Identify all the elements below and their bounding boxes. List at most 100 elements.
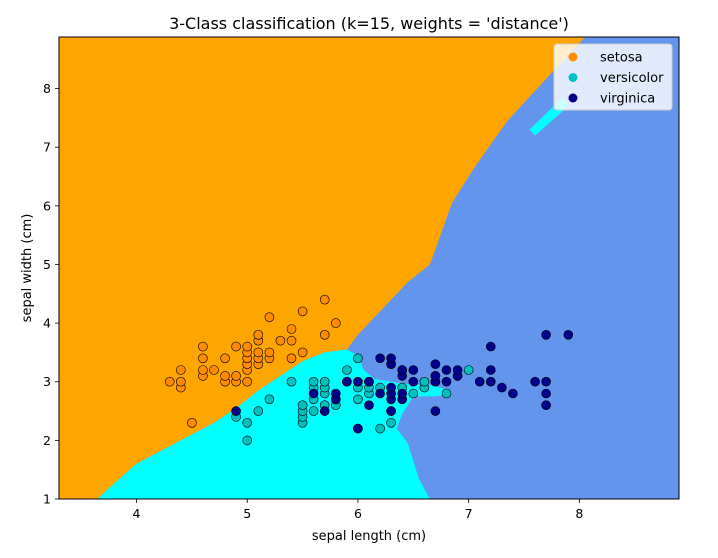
legend-marker-virginica xyxy=(568,93,578,103)
point-versicolor xyxy=(253,406,264,416)
point-versicolor xyxy=(441,388,452,399)
x-tick-label: 8 xyxy=(575,506,583,521)
point-virginica xyxy=(308,388,319,399)
point-virginica xyxy=(508,388,518,399)
decision-regions xyxy=(59,37,679,499)
point-virginica xyxy=(408,365,419,375)
point-setosa xyxy=(220,353,230,364)
point-setosa xyxy=(286,353,297,364)
point-virginica xyxy=(353,376,363,387)
point-versicolor xyxy=(264,394,275,405)
legend-label-versicolor: versicolor xyxy=(600,71,664,86)
y-axis: 1 2 3 4 5 6 7 8 xyxy=(43,81,59,507)
point-virginica xyxy=(441,376,452,387)
point-versicolor xyxy=(319,376,330,387)
y-tick-label: 1 xyxy=(43,492,51,507)
plot-frame xyxy=(58,36,680,500)
point-virginica xyxy=(386,353,396,364)
y-tick-label: 3 xyxy=(43,374,51,389)
y-tick-label: 7 xyxy=(43,140,51,155)
point-virginica xyxy=(353,423,363,434)
y-tick-label: 2 xyxy=(43,433,51,448)
point-virginica xyxy=(541,329,551,340)
point-virginica xyxy=(474,376,485,387)
point-virginica xyxy=(375,353,385,364)
legend-marker-setosa xyxy=(568,52,578,62)
point-setosa xyxy=(253,347,264,358)
point-virginica xyxy=(452,365,463,375)
point-versicolor xyxy=(375,423,385,434)
point-virginica xyxy=(541,388,551,399)
point-versicolor xyxy=(342,365,352,375)
y-tick-label: 6 xyxy=(43,198,51,213)
point-virginica xyxy=(397,388,408,399)
point-virginica xyxy=(397,365,408,375)
point-setosa xyxy=(297,347,308,358)
point-versicolor xyxy=(297,400,308,411)
point-virginica xyxy=(441,365,452,375)
point-setosa xyxy=(319,294,330,305)
point-virginica xyxy=(430,406,441,416)
legend-label-virginica: virginica xyxy=(600,92,655,107)
y-tick-label: 8 xyxy=(43,81,51,96)
point-versicolor xyxy=(386,417,396,428)
point-virginica xyxy=(485,376,496,387)
legend-label-setosa: setosa xyxy=(600,51,643,66)
y-tick-label: 5 xyxy=(43,257,51,272)
point-virginica xyxy=(375,388,385,399)
legend: setosa versicolor virginica xyxy=(553,43,673,111)
point-versicolor xyxy=(242,435,252,446)
point-versicolor xyxy=(286,376,297,387)
legend-marker-versicolor xyxy=(568,73,578,82)
point-versicolor xyxy=(308,406,319,416)
point-versicolor xyxy=(242,417,252,428)
point-setosa xyxy=(242,376,252,387)
point-setosa xyxy=(198,365,208,375)
point-virginica xyxy=(330,388,341,399)
point-virginica xyxy=(530,376,540,387)
point-virginica xyxy=(231,406,241,416)
point-setosa xyxy=(176,376,186,387)
chart-title: 3-Class classification (k=15, weights = … xyxy=(169,14,569,33)
point-virginica xyxy=(342,376,352,387)
data-points xyxy=(164,294,574,446)
point-virginica xyxy=(485,341,496,352)
point-versicolor xyxy=(408,388,419,399)
point-virginica xyxy=(364,376,374,387)
y-tick-label: 4 xyxy=(43,316,51,331)
x-tick-label: 6 xyxy=(354,506,362,521)
point-setosa xyxy=(264,312,275,323)
point-setosa xyxy=(231,341,241,352)
point-setosa xyxy=(253,329,264,340)
region-setosa xyxy=(59,37,585,499)
point-virginica xyxy=(364,400,374,411)
point-virginica xyxy=(430,359,441,370)
point-virginica xyxy=(541,400,551,411)
point-versicolor xyxy=(353,353,363,364)
point-versicolor xyxy=(419,376,430,387)
y-axis-label: sepal width (cm) xyxy=(20,214,35,323)
point-virginica xyxy=(408,376,419,387)
point-setosa xyxy=(220,371,230,381)
point-virginica xyxy=(485,365,496,375)
region-versicolor xyxy=(97,349,453,499)
point-setosa xyxy=(198,341,208,352)
point-setosa xyxy=(209,365,219,375)
point-setosa xyxy=(297,306,308,317)
point-setosa xyxy=(198,353,208,364)
point-versicolor xyxy=(463,365,474,375)
point-virginica xyxy=(430,371,441,381)
point-virginica xyxy=(541,376,551,387)
point-versicolor xyxy=(353,394,363,405)
point-setosa xyxy=(242,341,252,352)
point-setosa xyxy=(286,324,297,334)
point-setosa xyxy=(286,335,297,346)
point-setosa xyxy=(275,335,286,346)
point-virginica xyxy=(497,382,507,393)
point-setosa xyxy=(231,371,241,381)
point-setosa xyxy=(264,347,275,358)
point-versicolor xyxy=(308,376,319,387)
x-axis-label: sepal length (cm) xyxy=(312,529,426,544)
point-setosa xyxy=(176,365,186,375)
